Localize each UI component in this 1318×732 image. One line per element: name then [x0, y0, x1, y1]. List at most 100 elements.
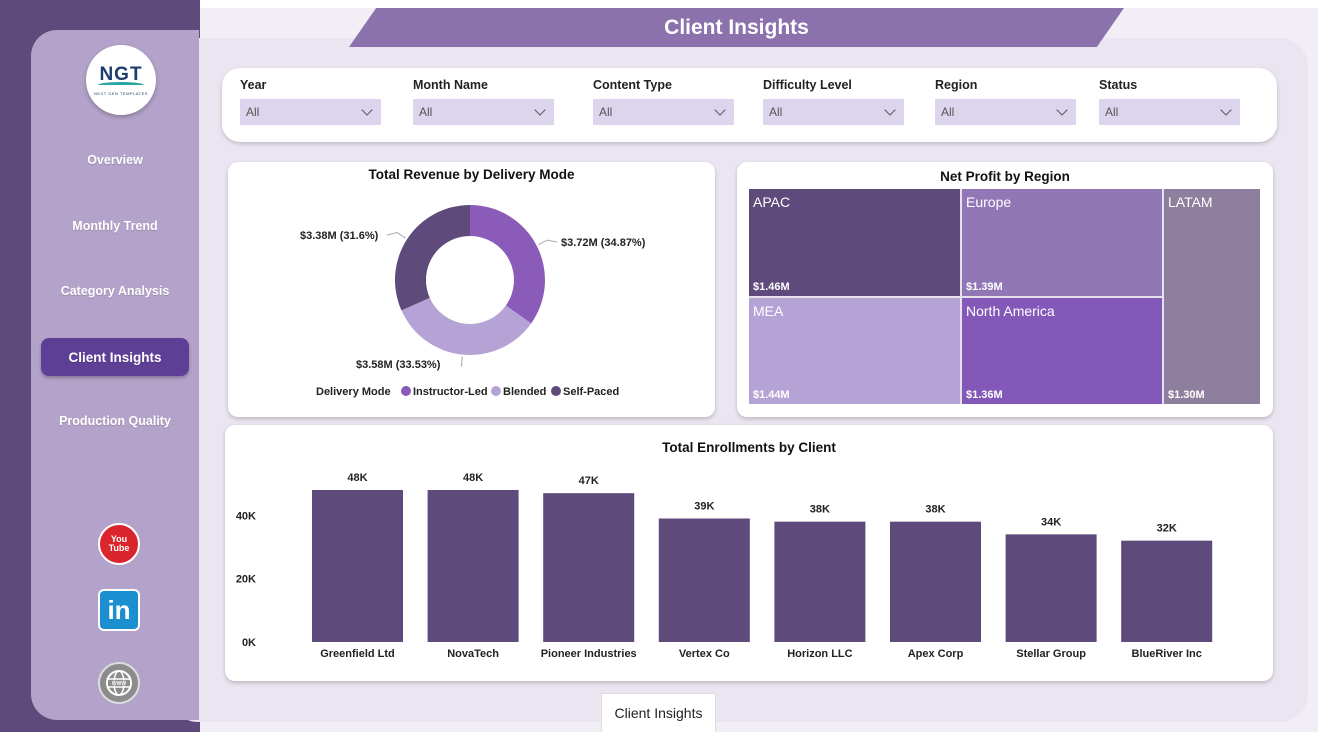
- treemap-tile-mea[interactable]: MEA $1.44M: [749, 298, 960, 404]
- page-title: Client Insights: [664, 15, 809, 39]
- filter-dropdown[interactable]: All: [935, 99, 1076, 125]
- youtube-icon[interactable]: You Tube: [98, 523, 140, 565]
- leader-line: [386, 232, 406, 239]
- filter-value: All: [1105, 105, 1119, 119]
- filter-label: Region: [935, 78, 978, 92]
- bar-greenfield-ltd[interactable]: [312, 490, 403, 642]
- globe-glyph: WWW: [106, 670, 132, 696]
- legend-marker: [491, 386, 501, 396]
- bar-value-label: 38K: [925, 504, 945, 516]
- top-strip: [200, 0, 1318, 8]
- logo-tagline: NEXT GEN TEMPLATES: [94, 91, 148, 96]
- page-tab-client-insights[interactable]: Client Insights: [601, 693, 716, 732]
- bar-value-label: 32K: [1157, 523, 1177, 535]
- treemap-tile-latam[interactable]: LATAM $1.30M: [1164, 189, 1260, 404]
- filter-value: All: [769, 105, 783, 119]
- chevron-down-icon: [1056, 104, 1068, 116]
- sidebar-item-client-insights[interactable]: Client Insights: [41, 338, 189, 376]
- linkedin-icon[interactable]: in: [98, 589, 140, 631]
- x-tick-label: Horizon LLC: [787, 648, 852, 660]
- filter-dropdown[interactable]: All: [1099, 99, 1240, 125]
- y-tick-label: 20K: [236, 574, 256, 586]
- page-header: Client Insights: [349, 8, 1124, 47]
- leader-line: [460, 356, 463, 367]
- filter-dropdown[interactable]: All: [593, 99, 734, 125]
- bar-value-label: 39K: [694, 501, 714, 513]
- bar-pioneer-industries[interactable]: [543, 493, 635, 642]
- bar-novatech[interactable]: [427, 490, 519, 642]
- chart-title: Total Enrollments by Client: [662, 440, 836, 455]
- sidebar-item-monthly-trend[interactable]: Monthly Trend: [72, 219, 158, 233]
- bar-value-label: 48K: [463, 472, 483, 484]
- tile-name: Europe: [966, 194, 1012, 210]
- donut-slice-blended[interactable]: [401, 297, 532, 356]
- x-tick-label: Greenfield Ltd: [320, 648, 395, 660]
- chevron-down-icon: [534, 104, 546, 116]
- sidebar-item-category-analysis[interactable]: Category Analysis: [60, 284, 170, 298]
- x-tick-label: Vertex Co: [679, 648, 730, 660]
- tile-value: $1.30M: [1168, 389, 1205, 401]
- chart-title: Net Profit by Region: [940, 169, 1070, 184]
- legend-item[interactable]: Instructor-Led: [413, 386, 488, 398]
- bar-blueriver-inc[interactable]: [1121, 540, 1213, 642]
- legend-item[interactable]: Blended: [503, 386, 546, 398]
- chart-title: Total Revenue by Delivery Mode: [368, 167, 575, 182]
- treemap-tile-apac[interactable]: APAC $1.46M: [749, 189, 960, 296]
- data-label: $3.38M (31.6%): [300, 230, 379, 242]
- chevron-down-icon: [1220, 104, 1232, 116]
- filter-dropdown[interactable]: All: [413, 99, 554, 125]
- net-profit-by-region-card: Net Profit by Region APAC $1.46M Europe $1.…: [737, 162, 1273, 417]
- youtube-icon-bottom: Tube: [108, 543, 130, 553]
- sidebar-item-overview[interactable]: Overview: [87, 153, 143, 167]
- filter-dropdown[interactable]: All: [763, 99, 904, 125]
- filter-value: All: [246, 105, 260, 119]
- filter-value: All: [599, 105, 613, 119]
- bar-chart: 40K 20K 0K 48K Greenfield Ltd 48K NovaTech 47K P…: [236, 472, 1213, 660]
- filter-dropdown[interactable]: All: [240, 99, 381, 125]
- globe-icon[interactable]: WWW: [98, 662, 140, 704]
- tile-value: $1.39M: [966, 281, 1003, 293]
- filter-region: Region All: [935, 78, 1076, 125]
- filter-label: Month Name: [413, 78, 488, 92]
- treemap: APAC $1.46M Europe $1.39M LATAM $1.30M MEA $1.4…: [749, 189, 1260, 404]
- filter-label: Difficulty Level: [763, 78, 852, 92]
- ngt-logo[interactable]: NGT NEXT GEN TEMPLATES: [86, 45, 156, 115]
- x-tick-label: Apex Corp: [908, 648, 964, 660]
- youtube-icon-top: You: [110, 534, 128, 544]
- donut-slice-instructor-led[interactable]: [470, 205, 545, 324]
- bar-horizon-llc[interactable]: [774, 521, 866, 642]
- filter-value: All: [941, 105, 955, 119]
- linkedin-icon-text: in: [107, 594, 131, 625]
- leader-line: [538, 239, 558, 246]
- bar-apex-corp[interactable]: [890, 521, 981, 642]
- filter-status: Status All: [1099, 78, 1240, 125]
- x-tick-label: NovaTech: [447, 648, 499, 660]
- data-label: $3.58M (33.53%): [356, 359, 441, 371]
- logo-swoosh: [98, 82, 144, 88]
- donut-chart: $3.72M (34.87%) $3.58M (33.53%) $3.38M (31…: [300, 205, 646, 398]
- chevron-down-icon: [884, 104, 896, 116]
- legend-item[interactable]: Self-Paced: [563, 386, 619, 398]
- tile-name: North America: [966, 303, 1055, 319]
- bar-vertex-co[interactable]: [658, 518, 750, 643]
- treemap-tile-europe[interactable]: Europe $1.39M: [962, 189, 1162, 296]
- filter-difficulty-level: Difficulty Level All: [763, 78, 904, 125]
- sidebar-item-production-quality[interactable]: Production Quality: [59, 414, 171, 428]
- bar-value-label: 34K: [1041, 516, 1061, 528]
- chevron-down-icon: [361, 104, 373, 116]
- bar-value-label: 47K: [579, 475, 599, 487]
- y-tick-label: 0K: [242, 637, 256, 649]
- y-tick-label: 40K: [236, 510, 256, 522]
- filter-month-name: Month Name All: [413, 78, 554, 125]
- filter-label: Year: [240, 78, 267, 92]
- x-tick-label: Stellar Group: [1016, 648, 1086, 660]
- filter-label: Status: [1099, 78, 1138, 92]
- svg-text:WWW: WWW: [112, 681, 126, 687]
- tile-value: $1.44M: [753, 389, 790, 401]
- x-tick-label: BlueRiver Inc: [1132, 648, 1202, 660]
- treemap-tile-north-america[interactable]: North America $1.36M: [962, 298, 1162, 404]
- filter-year: Year All: [240, 78, 381, 125]
- donut-slice-self-paced[interactable]: [395, 205, 470, 311]
- bar-stellar-group[interactable]: [1005, 534, 1097, 642]
- tile-name: MEA: [753, 303, 784, 319]
